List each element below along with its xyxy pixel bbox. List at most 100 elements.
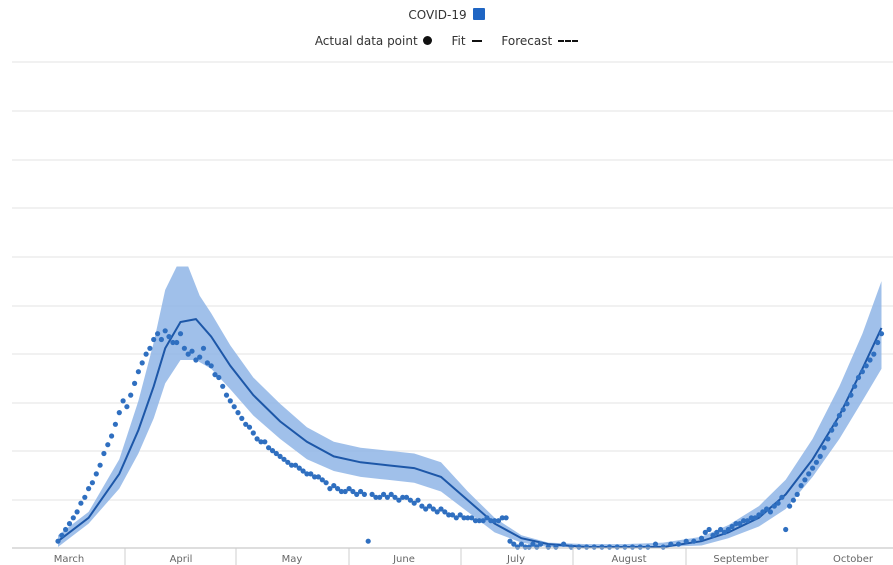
data-point[interactable]	[59, 532, 65, 538]
data-point[interactable]	[319, 477, 325, 483]
data-point[interactable]	[346, 486, 352, 492]
data-point[interactable]	[384, 494, 390, 500]
data-point[interactable]	[246, 424, 253, 430]
data-point[interactable]	[530, 541, 536, 547]
data-point[interactable]	[775, 500, 781, 506]
data-point[interactable]	[878, 331, 885, 337]
data-point[interactable]	[82, 494, 88, 500]
data-point[interactable]	[227, 398, 233, 404]
data-point[interactable]	[277, 453, 283, 459]
data-point[interactable]	[139, 360, 145, 366]
data-point[interactable]	[392, 494, 398, 500]
data-point[interactable]	[292, 462, 299, 468]
data-point[interactable]	[806, 471, 812, 477]
data-point[interactable]	[545, 544, 551, 550]
data-point[interactable]	[518, 541, 525, 547]
data-point[interactable]	[867, 357, 873, 363]
data-point[interactable]	[848, 392, 854, 398]
data-point[interactable]	[189, 348, 195, 354]
data-point[interactable]	[338, 488, 344, 495]
data-point[interactable]	[744, 518, 751, 524]
data-point[interactable]	[312, 474, 318, 480]
data-point[interactable]	[813, 459, 820, 465]
data-point[interactable]	[361, 491, 367, 497]
data-point[interactable]	[783, 526, 789, 533]
data-point[interactable]	[810, 465, 816, 471]
data-point[interactable]	[415, 497, 421, 503]
data-point[interactable]	[70, 515, 76, 521]
data-point[interactable]	[779, 494, 785, 500]
data-point[interactable]	[155, 331, 161, 337]
data-point[interactable]	[507, 538, 513, 544]
data-point[interactable]	[296, 465, 302, 471]
data-point[interactable]	[185, 351, 191, 357]
data-point[interactable]	[239, 415, 245, 421]
data-point[interactable]	[358, 488, 364, 495]
data-point[interactable]	[407, 497, 413, 503]
data-point[interactable]	[158, 336, 164, 343]
data-point[interactable]	[335, 486, 341, 492]
data-point[interactable]	[216, 374, 222, 381]
data-point[interactable]	[760, 509, 766, 515]
data-point[interactable]	[269, 448, 276, 454]
data-point[interactable]	[553, 544, 559, 550]
data-point[interactable]	[718, 526, 724, 533]
data-point[interactable]	[93, 471, 99, 477]
data-point[interactable]	[109, 433, 115, 439]
data-point[interactable]	[254, 436, 260, 442]
data-point[interactable]	[852, 383, 858, 389]
data-point[interactable]	[200, 345, 207, 351]
data-point[interactable]	[710, 532, 716, 538]
data-point[interactable]	[840, 407, 846, 413]
data-point[interactable]	[702, 529, 708, 536]
data-point[interactable]	[721, 529, 728, 536]
data-point[interactable]	[235, 410, 241, 416]
data-point[interactable]	[166, 334, 172, 340]
data-point[interactable]	[400, 494, 406, 500]
data-point[interactable]	[212, 372, 218, 378]
data-point[interactable]	[170, 339, 176, 346]
data-point[interactable]	[488, 518, 494, 524]
data-point[interactable]	[231, 404, 237, 410]
data-point[interactable]	[369, 491, 375, 497]
data-point[interactable]	[120, 398, 126, 404]
data-point[interactable]	[423, 506, 429, 512]
data-point[interactable]	[124, 404, 130, 410]
data-point[interactable]	[132, 380, 138, 386]
data-point[interactable]	[377, 494, 383, 500]
data-point[interactable]	[645, 544, 651, 550]
data-point[interactable]	[396, 497, 402, 503]
data-point[interactable]	[787, 503, 793, 509]
data-point[interactable]	[449, 512, 456, 518]
data-point[interactable]	[767, 509, 774, 515]
data-point[interactable]	[832, 421, 839, 427]
data-point[interactable]	[308, 471, 314, 477]
data-point[interactable]	[323, 480, 329, 486]
data-point[interactable]	[859, 369, 866, 375]
data-point[interactable]	[327, 486, 333, 492]
data-point[interactable]	[63, 526, 69, 533]
data-point[interactable]	[289, 462, 295, 468]
data-point[interactable]	[660, 544, 666, 550]
data-point[interactable]	[281, 456, 287, 462]
data-point[interactable]	[350, 488, 356, 495]
legend-series-swatch[interactable]	[472, 8, 485, 20]
data-point[interactable]	[273, 450, 279, 457]
data-point[interactable]	[86, 486, 92, 492]
data-point[interactable]	[469, 515, 475, 521]
data-point[interactable]	[836, 412, 843, 419]
data-point[interactable]	[492, 518, 498, 524]
legend-forecast[interactable]: Forecast	[501, 34, 579, 48]
data-point[interactable]	[499, 515, 505, 521]
data-point[interactable]	[752, 515, 758, 521]
data-point[interactable]	[614, 544, 620, 550]
data-point[interactable]	[729, 523, 735, 530]
legend-actual[interactable]: Actual data point	[315, 34, 432, 48]
data-point[interactable]	[223, 392, 230, 398]
data-point[interactable]	[629, 544, 636, 550]
data-point[interactable]	[733, 521, 739, 527]
data-point[interactable]	[105, 442, 111, 448]
data-point[interactable]	[863, 363, 869, 369]
data-point[interactable]	[622, 544, 628, 550]
data-point[interactable]	[844, 401, 850, 407]
